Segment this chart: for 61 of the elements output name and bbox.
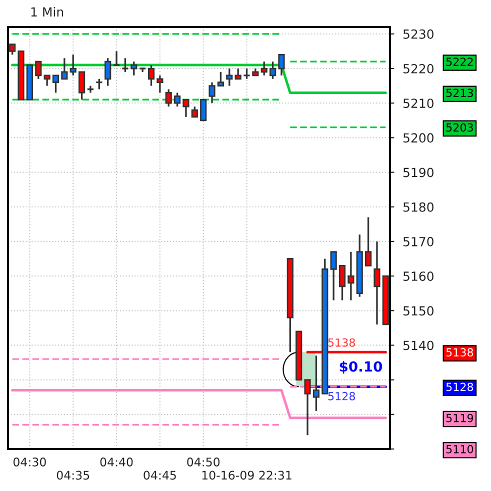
y2-tick-label: 5213 — [446, 88, 473, 98]
candlestick — [234, 68, 242, 80]
y-tick-label: 5220 — [403, 64, 434, 74]
annotation: $0.10 — [340, 360, 382, 374]
y2-tick-label: 5138 — [446, 348, 474, 357]
candlestick — [200, 98, 207, 122]
y2-tick-label: 5119 — [446, 414, 474, 422]
candlestick — [95, 78, 104, 90]
y-tick-label: 5230 — [403, 29, 434, 39]
candlestick — [174, 92, 181, 108]
annotation: 5138 — [328, 338, 356, 347]
candlestick — [121, 57, 130, 73]
candlestick — [208, 82, 216, 104]
candlestick — [156, 74, 164, 94]
candlestick — [191, 106, 198, 118]
y-tick-label: 5170 — [403, 236, 434, 246]
y2-tick-label: 5128 — [446, 382, 474, 392]
candlestick — [348, 251, 354, 302]
x-tick-label: 10-16-09 22:31 — [202, 470, 292, 480]
candlestick — [78, 71, 86, 100]
x-tick-label: 04:50 — [187, 458, 220, 466]
y2-tick-label: 5222 — [446, 58, 473, 66]
y-tick-label: 5200 — [403, 133, 434, 143]
y-tick-label: 5210 — [403, 98, 434, 108]
y2-tick-label: 5110 — [446, 444, 474, 454]
y-tick-label: 5160 — [403, 272, 434, 281]
candlestick — [112, 50, 120, 66]
candlestick — [304, 378, 311, 436]
candlestick — [182, 98, 190, 118]
candlestick — [165, 88, 172, 108]
candlestick — [52, 74, 60, 94]
candlestick — [70, 54, 76, 76]
candlestick — [364, 216, 372, 267]
annotation: 5128 — [328, 392, 356, 400]
candlestick — [242, 68, 251, 80]
candlestick — [61, 57, 68, 80]
candlestick — [9, 43, 16, 56]
candlestick — [226, 68, 233, 87]
candlestick — [338, 264, 346, 302]
candlestick — [330, 251, 337, 302]
candlestick — [278, 54, 285, 76]
x-tick-label: 04:40 — [100, 458, 133, 466]
candlestick — [260, 60, 268, 76]
candlestick — [269, 60, 276, 80]
chart-title: 1 Min — [31, 6, 64, 16]
candlestick — [148, 64, 155, 87]
x-tick-label: 04:30 — [13, 458, 46, 466]
y-tick-label: 5190 — [403, 168, 434, 178]
y-tick-label: 5180 — [403, 202, 434, 212]
candlestick — [130, 60, 138, 76]
candlestick — [217, 71, 224, 87]
x-tick-label: 04:45 — [144, 470, 176, 480]
y-tick-label: 5150 — [403, 306, 434, 316]
y2-tick-label: 5203 — [446, 123, 473, 132]
y-tick-label: 5140 — [403, 340, 434, 350]
candlestick — [312, 354, 320, 412]
x-tick-label: 04:35 — [56, 470, 90, 480]
candlestick — [44, 74, 50, 87]
candlestick — [374, 240, 380, 326]
candlestick — [104, 57, 112, 87]
candlestick — [35, 60, 42, 80]
